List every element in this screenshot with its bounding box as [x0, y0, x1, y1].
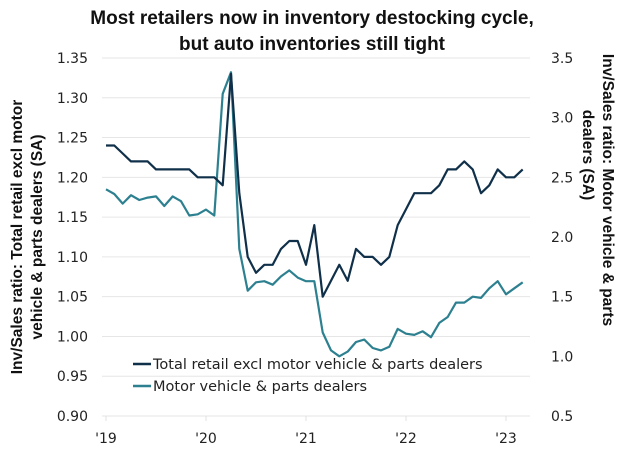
series-line-motor-vehicle — [105, 71, 524, 358]
chart-title-line-1: Most retailers now in inventory destocki… — [90, 8, 534, 29]
left-y-tick-label: 1.15 — [57, 210, 88, 226]
series-line-total-retail — [106, 72, 524, 298]
legend: Total retail excl motor vehicle & parts … — [133, 357, 483, 395]
right-y-tick-label: 0.5 — [551, 409, 573, 425]
series-lines — [105, 71, 524, 358]
left-y-tick-label: 1.35 — [57, 51, 88, 67]
right-y-tick-label: 2.5 — [551, 170, 573, 186]
left-y-tick-label: 1.20 — [57, 170, 88, 186]
right-y-tick-label: 1.5 — [551, 290, 573, 306]
x-tick-label: '19 — [95, 431, 117, 447]
x-tick-label: '22 — [395, 431, 417, 447]
right-y-tick-label: 3.0 — [551, 111, 573, 127]
left-y-axis-label-line-2: vehicle & parts dealers (SA) — [29, 134, 46, 339]
left-y-axis-ticks: 1.35 1.30 1.25 1.20 1.15 1.10 1.05 1.00 0.95 0.90 — [57, 51, 88, 425]
x-tick-label: '23 — [495, 431, 517, 447]
chart-title: Most retailers now in inventory destocki… — [0, 6, 624, 58]
left-y-tick-label: 1.30 — [57, 91, 88, 107]
x-axis-ticks: '19 '20 '21 '22 '23 — [95, 416, 517, 447]
right-y-axis-label-line-1: Inv/Sales ratio: Motor vehicle & parts — [599, 54, 616, 326]
x-tick-label: '21 — [295, 431, 317, 447]
left-y-axis-label-line-1: Inv/Sales ratio: Total retail excl motor — [9, 100, 26, 375]
legend-label-motor-vehicle: Motor vehicle & parts dealers — [153, 379, 367, 395]
left-y-tick-label: 1.25 — [57, 131, 88, 147]
right-y-tick-label: 1.0 — [551, 349, 573, 365]
left-y-tick-label: 1.00 — [57, 329, 88, 345]
left-y-tick-label: 1.10 — [57, 250, 88, 266]
left-y-tick-label: 0.90 — [57, 409, 88, 425]
legend-label-total-retail: Total retail excl motor vehicle & parts … — [152, 357, 483, 373]
chart-title-line-2: but auto inventories still tight — [179, 34, 445, 55]
left-y-tick-label: 1.05 — [57, 290, 88, 306]
right-y-axis-ticks: 3.5 3.0 2.5 2.0 1.5 1.0 0.5 — [551, 51, 573, 425]
right-y-tick-label: 2.0 — [551, 230, 573, 246]
right-y-axis-label-line-2: dealers (SA) — [579, 110, 596, 200]
right-y-tick-label: 3.5 — [551, 51, 573, 67]
x-tick-label: '20 — [195, 431, 217, 447]
left-y-tick-label: 0.95 — [57, 369, 88, 385]
